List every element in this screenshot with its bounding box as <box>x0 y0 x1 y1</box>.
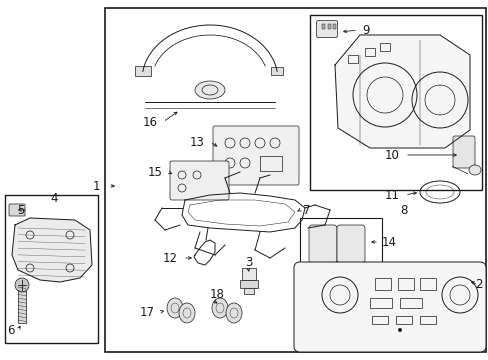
FancyBboxPatch shape <box>452 136 474 168</box>
Ellipse shape <box>225 303 242 323</box>
Text: 14: 14 <box>381 235 396 248</box>
Bar <box>260 156 282 171</box>
Bar <box>397 278 413 290</box>
Text: 10: 10 <box>385 149 399 162</box>
Text: 13: 13 <box>190 135 204 149</box>
FancyBboxPatch shape <box>9 204 25 216</box>
Ellipse shape <box>212 298 227 318</box>
Bar <box>240 280 258 288</box>
Bar <box>364 48 374 56</box>
Ellipse shape <box>167 298 183 318</box>
Bar <box>105 8 485 352</box>
Text: 5: 5 <box>18 203 25 216</box>
Bar <box>419 316 435 324</box>
Text: 4: 4 <box>50 192 58 204</box>
Text: 17: 17 <box>140 306 155 319</box>
Polygon shape <box>12 218 92 282</box>
Ellipse shape <box>468 165 480 175</box>
Ellipse shape <box>179 303 195 323</box>
Text: 12: 12 <box>163 252 178 265</box>
FancyArrowPatch shape <box>451 166 467 174</box>
Bar <box>379 43 389 51</box>
FancyBboxPatch shape <box>316 21 337 37</box>
Circle shape <box>397 328 401 332</box>
Bar <box>399 298 421 308</box>
Text: 15: 15 <box>148 166 163 179</box>
Bar <box>5 195 98 343</box>
Bar <box>395 316 411 324</box>
Bar <box>242 268 256 280</box>
FancyBboxPatch shape <box>336 225 364 263</box>
Text: 8: 8 <box>399 203 407 216</box>
Bar <box>309 15 481 190</box>
Text: 9: 9 <box>361 23 369 36</box>
Bar <box>244 288 253 294</box>
FancyBboxPatch shape <box>308 225 336 263</box>
Text: 11: 11 <box>384 189 399 202</box>
Bar <box>347 55 357 63</box>
Bar <box>299 218 381 270</box>
Ellipse shape <box>195 81 224 99</box>
Text: 3: 3 <box>244 256 252 269</box>
Bar <box>369 298 391 308</box>
Circle shape <box>15 278 29 292</box>
Bar <box>419 278 435 290</box>
FancyBboxPatch shape <box>170 161 228 200</box>
Bar <box>371 316 387 324</box>
Text: 16: 16 <box>142 116 158 129</box>
Bar <box>321 24 325 29</box>
Text: 18: 18 <box>209 288 224 302</box>
FancyBboxPatch shape <box>293 262 485 352</box>
FancyBboxPatch shape <box>213 126 298 185</box>
Text: 1: 1 <box>92 180 100 193</box>
Text: 6: 6 <box>7 324 15 337</box>
Bar <box>135 66 150 76</box>
Bar <box>327 24 330 29</box>
Text: 2: 2 <box>474 279 482 292</box>
Bar <box>374 278 390 290</box>
Polygon shape <box>334 35 469 148</box>
Bar <box>332 24 335 29</box>
Bar <box>271 67 283 75</box>
Bar <box>18 285 26 323</box>
Text: 7: 7 <box>303 203 310 216</box>
